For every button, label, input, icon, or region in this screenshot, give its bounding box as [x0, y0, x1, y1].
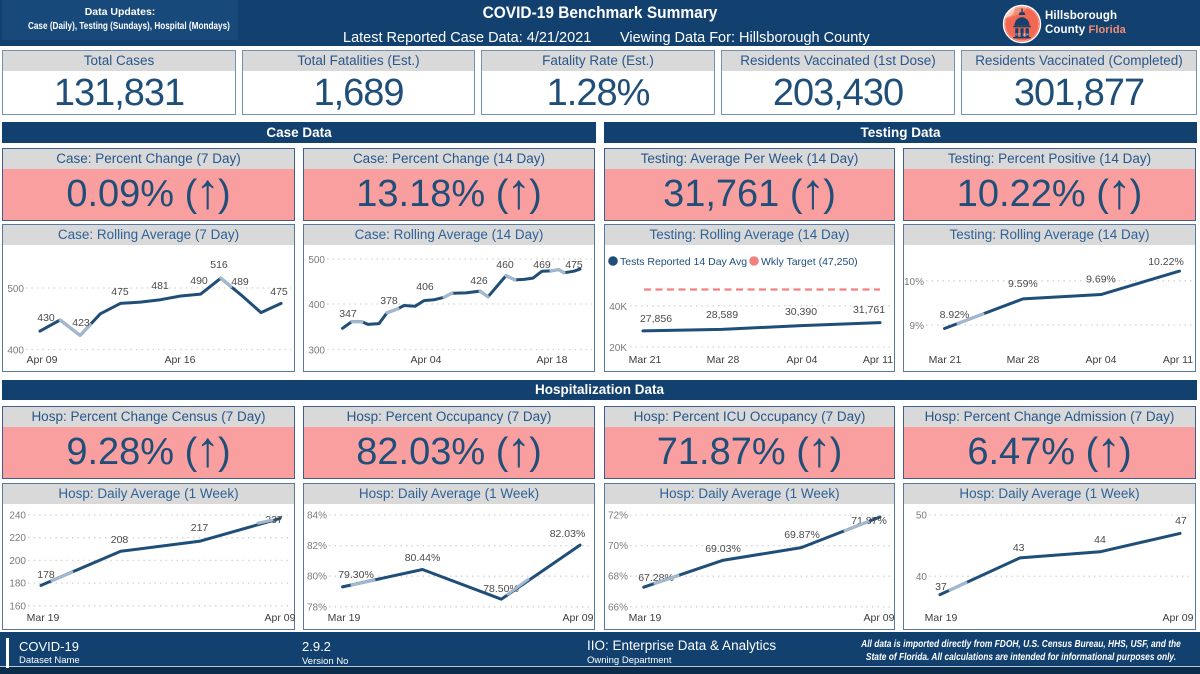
svg-text:9.69%: 9.69%: [1086, 274, 1116, 286]
svg-text:300: 300: [308, 346, 325, 357]
svg-text:217: 217: [191, 522, 209, 534]
svg-text:50: 50: [916, 511, 928, 522]
svg-text:200: 200: [9, 556, 26, 567]
svg-text:28,589: 28,589: [706, 309, 738, 321]
svg-text:72%: 72%: [608, 511, 628, 522]
svg-text:378: 378: [380, 295, 398, 307]
svg-text:500: 500: [308, 255, 325, 266]
svg-text:Apr 09: Apr 09: [265, 612, 295, 624]
svg-text:68%: 68%: [608, 572, 628, 583]
svg-text:400: 400: [308, 300, 325, 311]
svg-text:EST. 1834: EST. 1834: [1016, 32, 1029, 36]
svg-text:80.44%: 80.44%: [405, 552, 441, 564]
svg-text:Mar 21: Mar 21: [629, 354, 662, 366]
svg-text:237: 237: [265, 514, 283, 526]
svg-text:78%: 78%: [307, 602, 327, 613]
svg-text:347: 347: [339, 308, 357, 320]
svg-text:Apr 04: Apr 04: [411, 354, 442, 366]
svg-text:426: 426: [470, 275, 488, 287]
svg-text:9.59%: 9.59%: [1008, 278, 1038, 290]
svg-text:423: 423: [72, 317, 90, 329]
svg-text:82.03%: 82.03%: [550, 528, 586, 540]
svg-text:Apr 11: Apr 11: [1163, 354, 1193, 366]
svg-text:500: 500: [7, 284, 24, 295]
svg-text:43: 43: [1013, 542, 1025, 554]
svg-text:Mar 28: Mar 28: [1007, 354, 1040, 366]
svg-text:Apr 09: Apr 09: [1163, 612, 1194, 624]
svg-text:Tests Reported 14 Day Avg: Tests Reported 14 Day Avg: [620, 256, 747, 268]
svg-text:475: 475: [111, 286, 129, 298]
svg-text:490: 490: [190, 275, 208, 287]
svg-text:240: 240: [9, 511, 26, 522]
svg-text:430: 430: [37, 312, 55, 324]
svg-text:66%: 66%: [608, 602, 628, 613]
svg-text:31,761: 31,761: [853, 304, 885, 316]
svg-text:84%: 84%: [307, 511, 327, 522]
svg-text:489: 489: [231, 276, 249, 288]
svg-text:469: 469: [533, 259, 551, 271]
svg-text:Mar 19: Mar 19: [27, 612, 60, 624]
svg-text:Mar 19: Mar 19: [328, 612, 361, 624]
svg-text:516: 516: [210, 259, 228, 271]
svg-text:475: 475: [270, 286, 288, 298]
svg-text:208: 208: [111, 534, 129, 546]
svg-text:70%: 70%: [608, 541, 628, 552]
svg-text:82%: 82%: [307, 541, 327, 552]
svg-text:Apr 04: Apr 04: [1086, 354, 1117, 366]
svg-text:80%: 80%: [307, 572, 327, 583]
svg-text:Mar 28: Mar 28: [707, 354, 740, 366]
svg-text:47: 47: [1175, 515, 1187, 527]
svg-text:180: 180: [9, 579, 26, 590]
svg-text:Wkly Target (47,250): Wkly Target (47,250): [761, 256, 858, 268]
svg-text:Mar 21: Mar 21: [929, 354, 962, 366]
svg-text:Apr 09: Apr 09: [27, 354, 58, 366]
svg-text:481: 481: [151, 280, 169, 292]
svg-text:406: 406: [416, 281, 434, 293]
svg-text:Apr 09: Apr 09: [864, 612, 895, 624]
svg-text:Mar 19: Mar 19: [629, 612, 662, 624]
svg-text:9%: 9%: [910, 321, 925, 332]
svg-text:Apr 04: Apr 04: [787, 354, 818, 366]
svg-text:27,856: 27,856: [640, 313, 672, 325]
svg-text:79.30%: 79.30%: [338, 569, 374, 581]
svg-text:40K: 40K: [609, 302, 627, 313]
svg-text:475: 475: [565, 259, 583, 271]
svg-text:Apr 11: Apr 11: [863, 354, 893, 366]
svg-text:10.22%: 10.22%: [1148, 256, 1184, 268]
svg-text:37: 37: [935, 581, 947, 593]
svg-text:Apr 18: Apr 18: [537, 354, 568, 366]
svg-text:160: 160: [9, 601, 26, 612]
svg-text:20K: 20K: [609, 343, 627, 354]
svg-text:400: 400: [7, 346, 24, 357]
svg-text:8.92%: 8.92%: [940, 309, 970, 321]
svg-text:44: 44: [1094, 534, 1106, 546]
svg-text:69.87%: 69.87%: [784, 529, 820, 541]
svg-text:Apr 16: Apr 16: [165, 354, 196, 366]
svg-text:Mar 19: Mar 19: [925, 612, 958, 624]
svg-text:40: 40: [916, 572, 928, 583]
svg-text:220: 220: [9, 533, 26, 544]
svg-text:460: 460: [496, 259, 514, 271]
svg-text:Apr 09: Apr 09: [563, 612, 594, 624]
svg-text:69.03%: 69.03%: [705, 543, 741, 555]
svg-text:10%: 10%: [904, 277, 924, 288]
svg-text:178: 178: [37, 569, 55, 581]
svg-text:30,390: 30,390: [785, 306, 817, 318]
